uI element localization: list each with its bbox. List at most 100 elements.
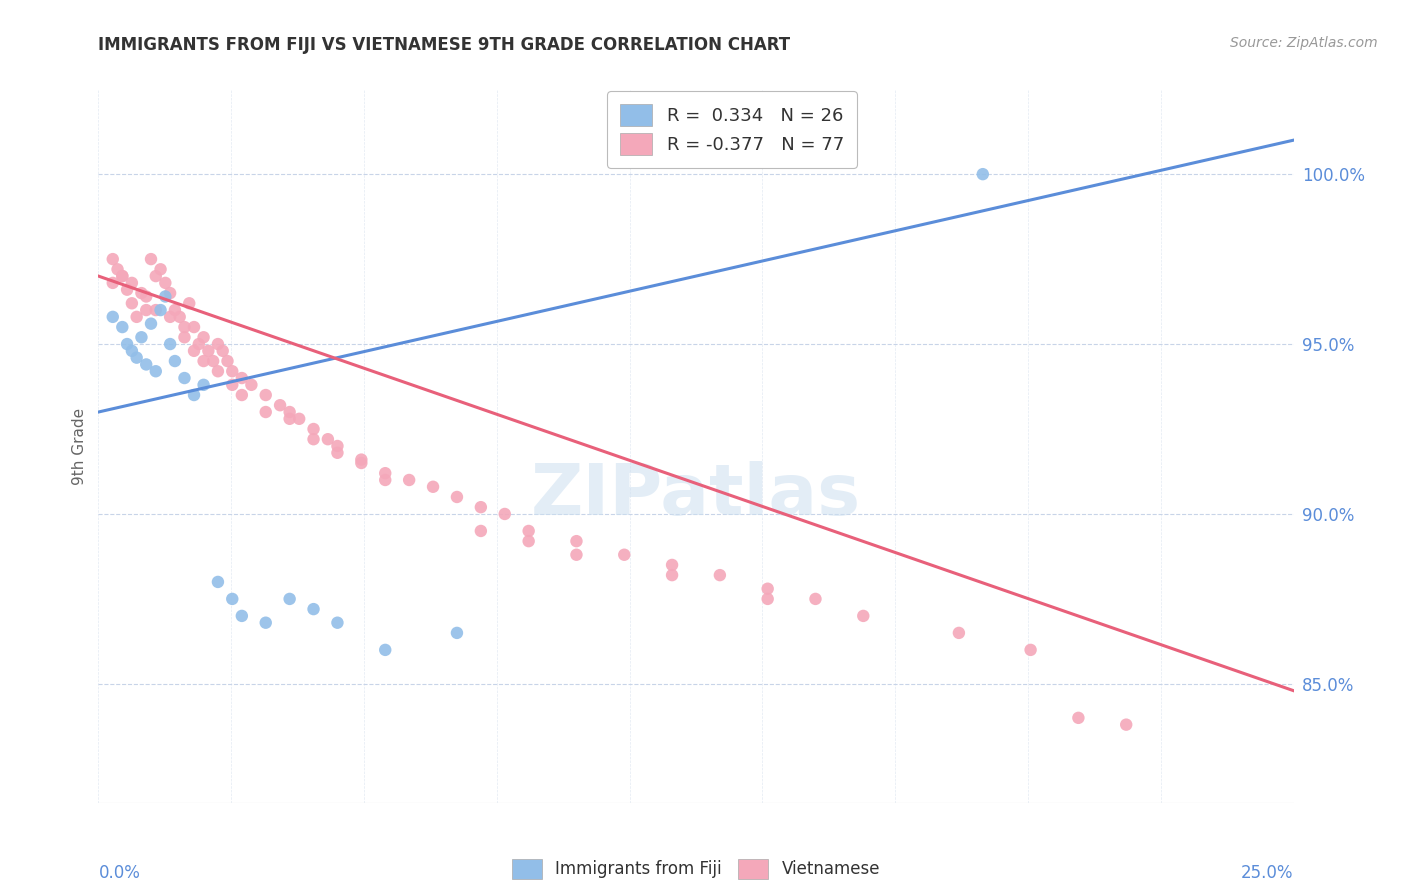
Text: 25.0%: 25.0% [1241, 864, 1294, 882]
Point [302, 422, 325, 436]
Point [207, 574, 229, 589]
Point [852, 608, 875, 623]
Point [193, 330, 215, 344]
Point [804, 591, 827, 606]
Point [972, 167, 994, 181]
Point [231, 371, 253, 385]
Point [494, 507, 516, 521]
Y-axis label: 9th Grade: 9th Grade [72, 408, 87, 484]
Point [169, 310, 191, 324]
Point [173, 371, 195, 385]
Point [446, 490, 468, 504]
Point [183, 388, 205, 402]
Point [517, 524, 540, 538]
Point [193, 377, 215, 392]
Point [101, 310, 124, 324]
Point [350, 456, 373, 470]
Point [374, 643, 396, 657]
Point [221, 591, 243, 606]
Point [197, 343, 219, 358]
Point [163, 354, 186, 368]
Point [101, 276, 124, 290]
Point [278, 412, 301, 426]
Point [115, 337, 138, 351]
Point [278, 405, 301, 419]
Point [149, 262, 172, 277]
Point [326, 615, 349, 630]
Legend: Immigrants from Fiji, Vietnamese: Immigrants from Fiji, Vietnamese [503, 850, 889, 888]
Point [135, 303, 157, 318]
Point [173, 320, 195, 334]
Point [173, 330, 195, 344]
Point [374, 466, 396, 480]
Point [159, 286, 181, 301]
Point [163, 303, 186, 318]
Point [217, 354, 239, 368]
Point [145, 269, 167, 284]
Point [107, 262, 129, 277]
Point [121, 296, 143, 310]
Point [207, 337, 229, 351]
Point [121, 276, 143, 290]
Point [149, 303, 172, 318]
Point [278, 591, 301, 606]
Point [288, 412, 311, 426]
Point [207, 364, 229, 378]
Point [948, 626, 970, 640]
Point [183, 343, 205, 358]
Point [159, 310, 181, 324]
Text: ZIPatlas: ZIPatlas [531, 461, 860, 531]
Text: Source: ZipAtlas.com: Source: ZipAtlas.com [1230, 36, 1378, 50]
Point [302, 602, 325, 616]
Text: 0.0%: 0.0% [98, 864, 141, 882]
Point [145, 303, 167, 318]
Point [159, 337, 181, 351]
Point [661, 568, 683, 582]
Point [202, 354, 225, 368]
Point [121, 343, 143, 358]
Point [139, 252, 162, 266]
Point [131, 330, 153, 344]
Point [661, 558, 683, 572]
Point [111, 269, 134, 284]
Point [115, 283, 138, 297]
Point [517, 534, 540, 549]
Point [221, 364, 243, 378]
Point [756, 582, 779, 596]
Point [254, 615, 277, 630]
Point [240, 377, 263, 392]
Point [187, 337, 209, 351]
Point [565, 534, 588, 549]
Point [374, 473, 396, 487]
Point [422, 480, 444, 494]
Point [398, 473, 420, 487]
Point [1019, 643, 1042, 657]
Point [316, 432, 339, 446]
Point [139, 317, 162, 331]
Point [179, 296, 201, 310]
Point [1115, 717, 1137, 731]
Point [111, 320, 134, 334]
Point [131, 286, 153, 301]
Point [155, 289, 177, 303]
Point [193, 354, 215, 368]
Point [145, 364, 167, 378]
Point [125, 310, 148, 324]
Point [470, 524, 492, 538]
Point [326, 439, 349, 453]
Point [302, 432, 325, 446]
Text: IMMIGRANTS FROM FIJI VS VIETNAMESE 9TH GRADE CORRELATION CHART: IMMIGRANTS FROM FIJI VS VIETNAMESE 9TH G… [98, 36, 790, 54]
Point [101, 252, 124, 266]
Point [565, 548, 588, 562]
Point [254, 405, 277, 419]
Point [269, 398, 291, 412]
Point [155, 276, 177, 290]
Point [231, 608, 253, 623]
Point [211, 343, 233, 358]
Point [111, 269, 134, 284]
Point [135, 289, 157, 303]
Point [709, 568, 731, 582]
Point [254, 388, 277, 402]
Point [135, 358, 157, 372]
Point [756, 591, 779, 606]
